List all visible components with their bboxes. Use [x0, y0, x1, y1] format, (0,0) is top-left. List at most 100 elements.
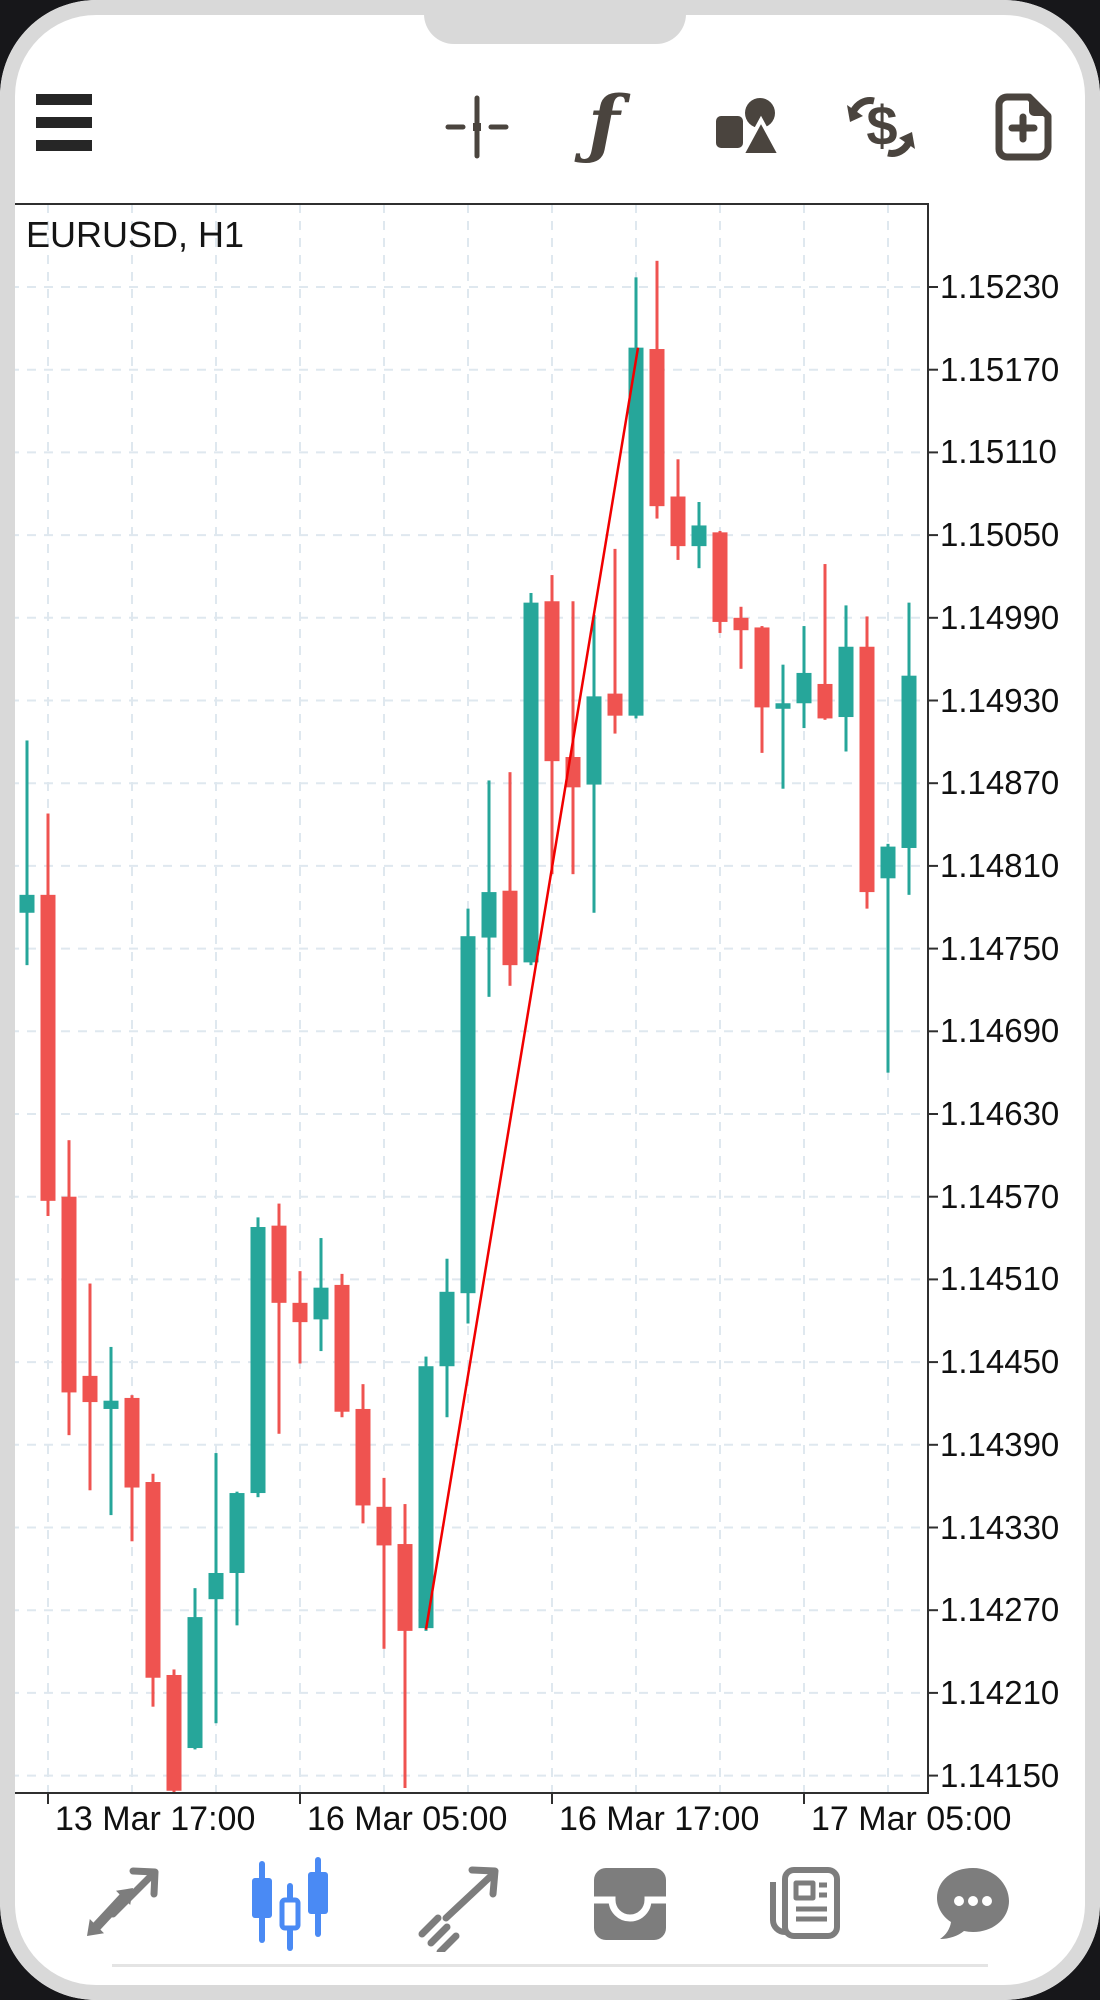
- price-axis-label: 1.15170: [940, 350, 1060, 388]
- candle: [271, 1203, 287, 1434]
- trade-icon: [418, 1866, 499, 1956]
- nav-quotes-button[interactable]: [71, 1856, 167, 1952]
- candle: [523, 592, 539, 966]
- price-axis-label: 1.14330: [940, 1508, 1060, 1546]
- nav-charts-button[interactable]: [242, 1856, 338, 1952]
- price-axis-label: 1.15050: [940, 516, 1060, 554]
- price-axis-label: 1.14990: [940, 598, 1060, 636]
- candle: [607, 548, 623, 734]
- price-axis-label: 1.14450: [940, 1343, 1060, 1381]
- menu-button[interactable]: [36, 94, 92, 152]
- chart-symbol-label: EURUSD, H1: [26, 214, 245, 255]
- candle: [880, 843, 896, 1073]
- candle: [397, 1504, 413, 1789]
- new-order-button[interactable]: [995, 93, 1053, 161]
- time-axis-label: 17 Mar 05:00: [811, 1800, 1012, 1838]
- candle: [628, 277, 644, 719]
- candle: [145, 1473, 161, 1707]
- price-axis-label: 1.14570: [940, 1177, 1060, 1215]
- candle: [250, 1217, 266, 1498]
- screen-bottom-edge: [112, 1964, 988, 1967]
- chart-border: [9, 203, 929, 1794]
- time-axis-label: 16 Mar 17:00: [559, 1800, 760, 1838]
- quotes-icon: [87, 1867, 159, 1936]
- candle: [460, 908, 476, 1324]
- price-axis-label: 1.14390: [940, 1425, 1060, 1463]
- price-axis-label: 1.14510: [940, 1260, 1060, 1298]
- candle: [418, 1356, 434, 1631]
- candle: [817, 564, 833, 720]
- candle: [166, 1669, 182, 1793]
- candle: [544, 575, 560, 875]
- candle: [733, 606, 749, 669]
- news-icon: [770, 1867, 840, 1939]
- candle: [10, 908, 14, 1046]
- nav-trade-button[interactable]: [412, 1856, 508, 1956]
- trend-line[interactable]: [424, 347, 640, 1630]
- candle: [586, 615, 602, 913]
- nav-news-button[interactable]: [759, 1856, 855, 1952]
- nav-history-button[interactable]: [582, 1856, 678, 1952]
- price-axis-label: 1.14690: [940, 1012, 1060, 1050]
- svg-text:$: $: [866, 94, 897, 157]
- plot-area: [10, 204, 928, 1793]
- price-axis-label: 1.15230: [940, 268, 1060, 305]
- candle: [754, 626, 770, 753]
- price-axis-label: 1.14810: [940, 846, 1060, 884]
- candle: [334, 1273, 350, 1418]
- price-axis-label: 1.14930: [940, 681, 1060, 719]
- candle: [502, 772, 518, 986]
- objects-icon: [716, 98, 784, 157]
- price-axis-label: 1.15110: [940, 433, 1057, 471]
- candle: [40, 813, 56, 1216]
- candle: [376, 1477, 392, 1649]
- objects-button[interactable]: [715, 96, 784, 158]
- candle: [187, 1588, 203, 1750]
- candle: [313, 1238, 329, 1352]
- candle: [649, 260, 665, 519]
- candle: [208, 1453, 224, 1724]
- candle: [691, 502, 707, 569]
- menu-icon: [36, 94, 92, 151]
- price-axis-label: 1.14870: [940, 764, 1060, 802]
- time-axis-label: 16 Mar 05:00: [307, 1800, 508, 1838]
- grid: [10, 204, 928, 1793]
- candle: [82, 1283, 98, 1491]
- currency-exchange-icon: $: [847, 94, 915, 157]
- new-order-icon: [995, 93, 1052, 161]
- axis-ticks: [47, 286, 938, 1804]
- candle: [19, 740, 35, 966]
- candle: [124, 1395, 140, 1542]
- history-icon: [594, 1868, 666, 1940]
- candle: [712, 530, 728, 633]
- candle: [61, 1140, 77, 1436]
- crosshair-icon: [445, 95, 509, 159]
- candle: [355, 1384, 371, 1524]
- charts-icon: [252, 1857, 328, 1951]
- candle: [670, 459, 686, 560]
- currency-exchange-button[interactable]: $: [846, 92, 916, 162]
- candles: [10, 260, 917, 1793]
- candle: [481, 780, 497, 997]
- time-axis-label: 13 Mar 17:00: [55, 1800, 256, 1838]
- messages-icon: [937, 1868, 1009, 1939]
- price-axis-label: 1.14750: [940, 929, 1060, 967]
- candle: [796, 626, 812, 729]
- indicators-button[interactable]: ƒ: [588, 84, 620, 164]
- nav-messages-button[interactable]: [923, 1856, 1019, 1952]
- candle: [838, 605, 854, 752]
- candle: [292, 1271, 308, 1364]
- price-axis-label: 1.14210: [940, 1673, 1060, 1711]
- candle: [229, 1491, 245, 1626]
- price-axis-label: 1.14270: [940, 1591, 1060, 1629]
- candle: [103, 1346, 119, 1516]
- candle: [439, 1258, 455, 1418]
- candle: [901, 602, 917, 895]
- candle: [775, 664, 791, 789]
- crosshair-button[interactable]: [445, 95, 509, 159]
- price-axis-label: 1.14630: [940, 1095, 1060, 1132]
- phone-notch: [424, 0, 686, 44]
- candle: [859, 616, 875, 909]
